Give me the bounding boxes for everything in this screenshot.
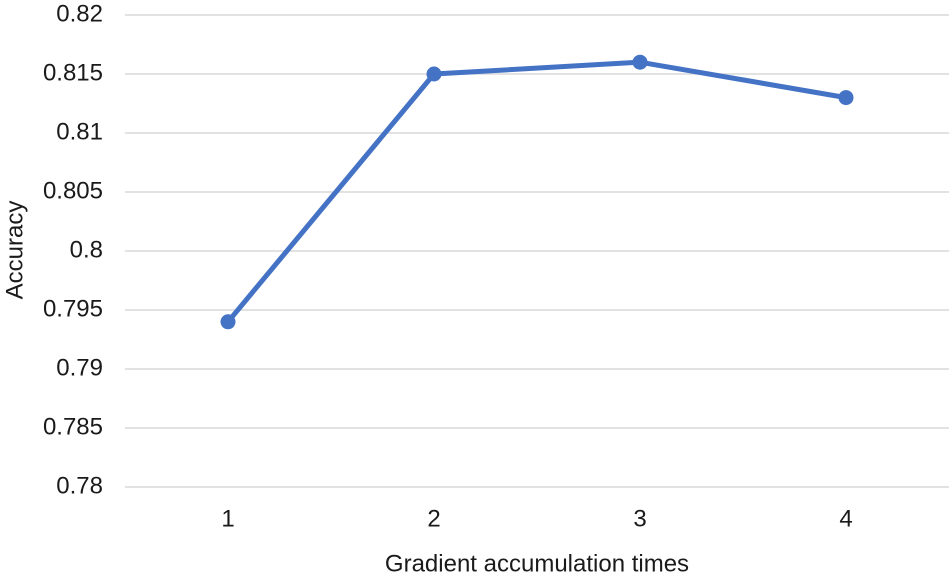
- y-tick-label: 0.785: [43, 413, 103, 440]
- y-tick-label: 0.795: [43, 295, 103, 322]
- y-tick-label: 0.78: [56, 472, 103, 499]
- y-tick-label: 0.815: [43, 59, 103, 86]
- y-tick-label: 0.82: [56, 0, 103, 27]
- x-tick-label: 4: [839, 505, 852, 532]
- data-line: [226, 59, 847, 324]
- x-tick-label: 1: [221, 505, 234, 532]
- y-tick-label: 0.805: [43, 177, 103, 204]
- x-tick-label: 3: [633, 505, 646, 532]
- data-point: [426, 66, 442, 82]
- data-point: [220, 314, 236, 330]
- y-tick-label: 0.8: [70, 236, 103, 263]
- data-point: [632, 54, 648, 70]
- y-tick-label: 0.81: [56, 118, 103, 145]
- data-point: [838, 90, 854, 106]
- x-tick-label: 2: [427, 505, 440, 532]
- y-axis-label: Accuracy: [1, 201, 28, 300]
- x-axis-label: Gradient accumulation times: [385, 550, 689, 577]
- y-tick-label: 0.79: [56, 354, 103, 381]
